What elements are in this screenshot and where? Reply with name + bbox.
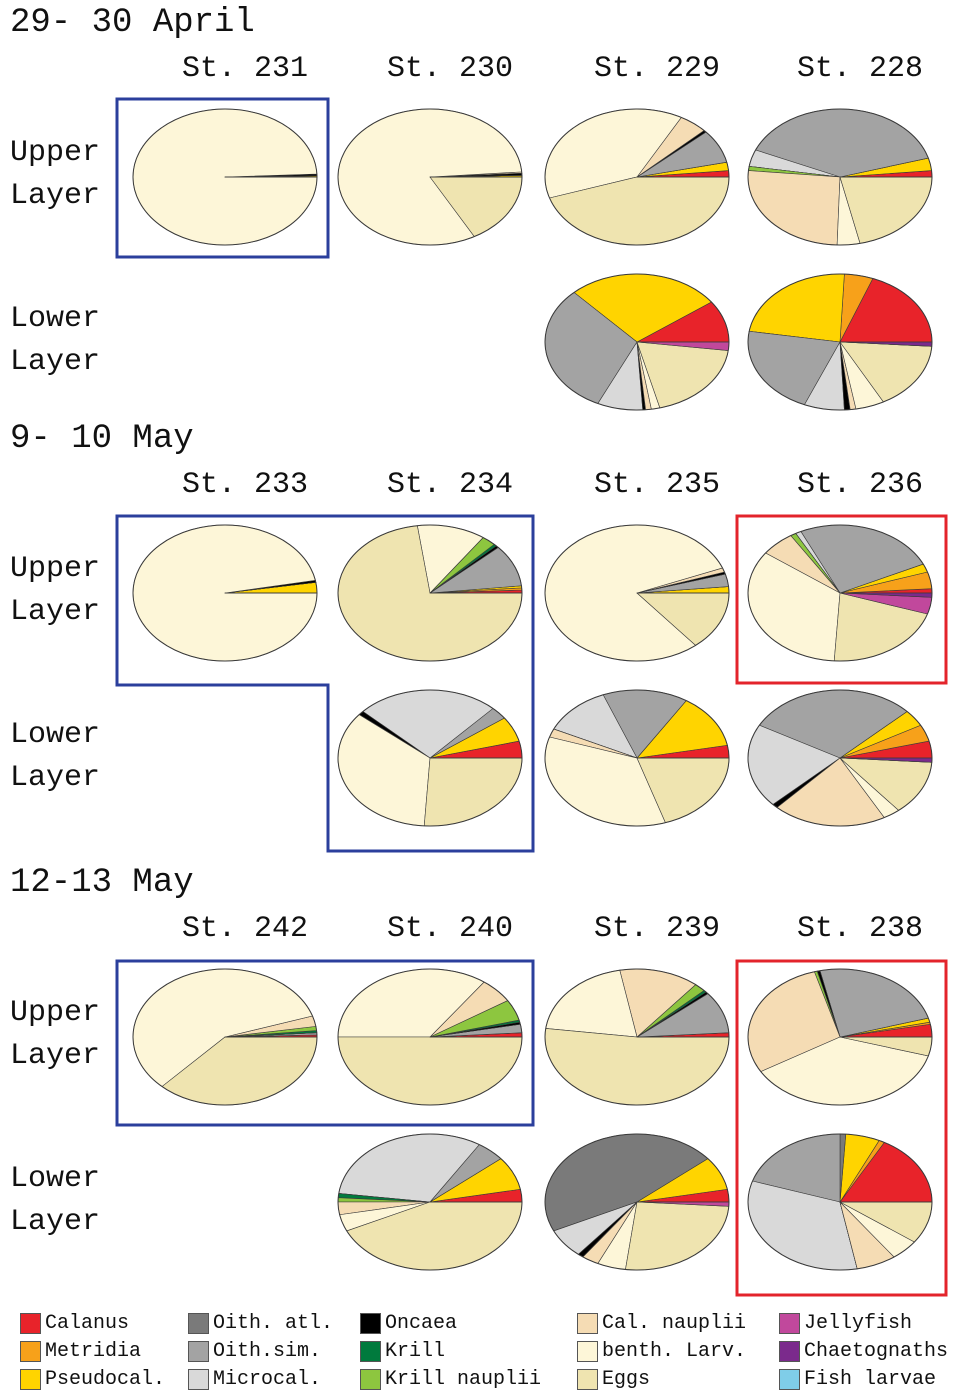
row-label: Lower Layer <box>10 718 101 795</box>
highlight-box <box>115 959 535 1127</box>
row-label: Lower Layer <box>10 302 101 379</box>
pie-slice <box>747 170 841 246</box>
legend-swatch <box>577 1341 598 1362</box>
legend-label: Pseudocal. <box>45 1368 166 1391</box>
legend-swatch <box>188 1341 209 1362</box>
legend-label: Eggs <box>602 1368 651 1391</box>
legend-label: Calanus <box>45 1312 130 1335</box>
pie-slice <box>625 1201 730 1271</box>
legend-swatch <box>779 1341 800 1362</box>
legend-label: Oncaea <box>385 1312 458 1335</box>
pie-slice <box>544 1028 730 1106</box>
legend-swatch <box>20 1313 41 1334</box>
station-label: St. 231 <box>181 52 309 86</box>
pie-outline <box>747 108 933 246</box>
legend-swatch <box>577 1369 598 1390</box>
row-label: Upper Layer <box>10 136 101 213</box>
highlight-box <box>115 97 330 259</box>
legend-label: Chaetognaths <box>804 1340 949 1363</box>
pie-outline <box>132 968 318 1106</box>
station-label: St. 230 <box>386 52 514 86</box>
pie-outline <box>544 273 730 411</box>
pie-outline <box>132 524 318 662</box>
legend-swatch <box>779 1369 800 1390</box>
pie-outline <box>337 1133 523 1271</box>
pie-outline <box>544 689 730 827</box>
pie-outline <box>747 273 933 411</box>
station-label: St. 233 <box>181 468 309 502</box>
legend-swatch <box>188 1313 209 1334</box>
legend-swatch <box>188 1369 209 1390</box>
legend-label: Metridia <box>45 1340 142 1363</box>
pie-outline <box>544 108 730 246</box>
legend-label: Fish larvae <box>804 1368 937 1391</box>
pie-outline <box>747 1133 933 1271</box>
pie-outline <box>337 968 523 1106</box>
row-label: Upper Layer <box>10 996 101 1073</box>
station-label: St. 242 <box>181 912 309 946</box>
row-label: Lower Layer <box>10 1162 101 1239</box>
pie-slice <box>423 757 523 827</box>
pie-outline <box>337 108 523 246</box>
legend-label: Krill nauplii <box>385 1368 542 1391</box>
legend-swatch <box>360 1341 381 1362</box>
legend-swatch <box>360 1369 381 1390</box>
station-label: St. 240 <box>386 912 514 946</box>
legend-swatch <box>779 1313 800 1334</box>
legend-label: benth. Larv. <box>602 1340 747 1363</box>
pie-outline <box>747 524 933 662</box>
highlight-box <box>735 959 948 1297</box>
pie-outline <box>337 524 523 662</box>
legend-label: Jellyfish <box>804 1312 913 1335</box>
station-label: St. 236 <box>796 468 924 502</box>
station-label: St. 228 <box>796 52 924 86</box>
highlight-box <box>115 514 535 853</box>
legend-label: Cal. nauplii <box>602 1312 747 1335</box>
legend-swatch <box>360 1313 381 1334</box>
legend-swatch <box>20 1341 41 1362</box>
station-label: St. 234 <box>386 468 514 502</box>
legend-label: Oith.sim. <box>213 1340 322 1363</box>
station-label: St. 229 <box>593 52 721 86</box>
legend-label: Microcal. <box>213 1368 322 1391</box>
pie-outline <box>132 108 318 246</box>
section-title: 12-13 May <box>10 864 194 902</box>
pie-outline <box>544 1133 730 1271</box>
row-label: Upper Layer <box>10 552 101 629</box>
highlight-box <box>735 514 948 685</box>
pie-slice <box>748 273 845 343</box>
legend-swatch <box>20 1369 41 1390</box>
pie-outline <box>337 689 523 827</box>
legend-label: Krill <box>385 1340 446 1363</box>
section-title: 29- 30 April <box>10 4 255 42</box>
pie-outline <box>747 689 933 827</box>
pie-slice <box>337 1036 523 1106</box>
station-label: St. 238 <box>796 912 924 946</box>
section-title: 9- 10 May <box>10 420 194 458</box>
station-label: St. 235 <box>593 468 721 502</box>
legend-swatch <box>577 1313 598 1334</box>
pie-outline <box>544 524 730 662</box>
station-label: St. 239 <box>593 912 721 946</box>
pie-outline <box>747 968 933 1106</box>
pie-outline <box>544 968 730 1106</box>
legend-label: Oith. atl. <box>213 1312 334 1335</box>
